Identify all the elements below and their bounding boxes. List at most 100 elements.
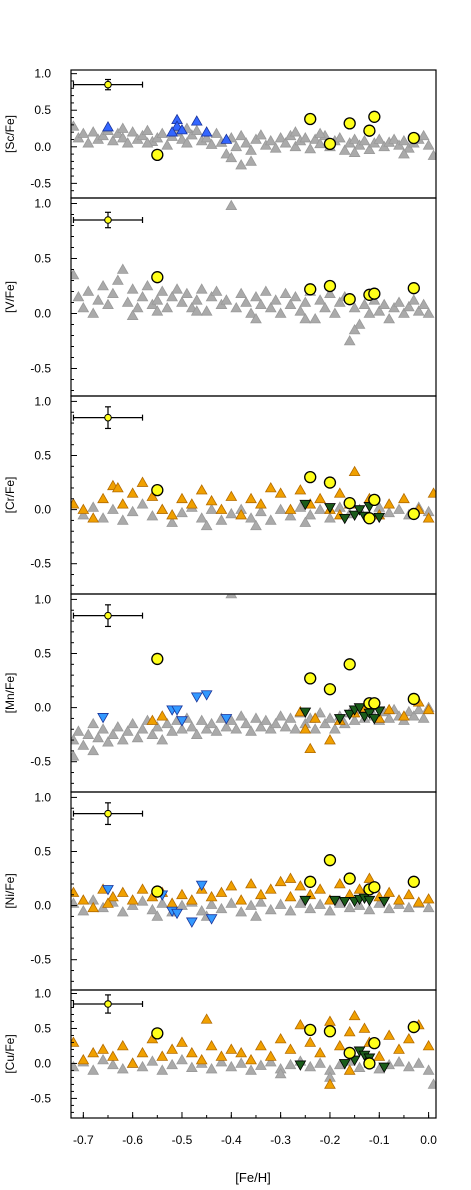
data-point-series-1 <box>190 124 203 136</box>
data-point-series-4 <box>363 1057 376 1070</box>
data-point-series-2 <box>107 890 119 902</box>
data-point-series-1 <box>250 312 262 324</box>
data-point-series-2 <box>185 498 198 509</box>
y-tick-label: 1.0 <box>34 986 51 1000</box>
data-point-series-1 <box>190 728 203 739</box>
data-point-series-1 <box>324 905 336 916</box>
data-point-series-1 <box>156 1064 169 1075</box>
data-point-series-1 <box>200 723 213 734</box>
data-point-series-5 <box>323 683 337 696</box>
data-point-series-3 <box>220 714 233 725</box>
data-point-series-2 <box>126 1057 139 1068</box>
data-point-series-1 <box>373 305 386 316</box>
data-point-series-1 <box>215 1056 228 1067</box>
data-point-series-1 <box>176 899 188 910</box>
data-point-series-2 <box>146 490 159 501</box>
data-point-series-1 <box>215 514 228 525</box>
data-point-series-1 <box>255 505 267 517</box>
data-layer <box>71 110 436 170</box>
data-point-series-1 <box>407 294 420 305</box>
data-point-series-2 <box>166 126 179 137</box>
data-point-series-1 <box>82 728 95 739</box>
data-point-series-1 <box>294 897 307 908</box>
data-point-series-2 <box>166 897 179 908</box>
data-point-series-1 <box>185 1061 198 1072</box>
data-point-series-1 <box>176 133 188 144</box>
data-point-series-1 <box>225 897 238 908</box>
data-point-series-4 <box>299 707 312 718</box>
data-point-series-1 <box>116 263 129 274</box>
y-axis-label: [Mn/Fe] <box>3 673 17 714</box>
data-point-series-1 <box>383 902 396 914</box>
data-point-series-4 <box>151 483 164 497</box>
data-point-series-1 <box>294 501 307 512</box>
data-point-series-1 <box>230 723 243 734</box>
data-point-series-1 <box>116 906 129 917</box>
y-axis-label: [Ni/Fe] <box>3 873 17 908</box>
data-point-series-3 <box>294 1060 307 1071</box>
data-point-series-1 <box>225 151 238 163</box>
data-point-series-3 <box>151 148 164 161</box>
data-point-series-1 <box>235 1057 248 1068</box>
data-point-series-2 <box>343 293 356 306</box>
data-point-series-2 <box>294 880 307 891</box>
data-point-series-1 <box>235 287 248 299</box>
data-point-series-1 <box>427 149 436 160</box>
y-tick-label: 0.0 <box>34 899 51 913</box>
data-point-series-1 <box>166 516 179 527</box>
y-tick-label: 0.5 <box>34 449 51 463</box>
data-point-series-4 <box>407 1020 420 1034</box>
data-point-series-4 <box>304 1023 317 1037</box>
data-point-series-3 <box>324 503 336 514</box>
data-point-series-2 <box>107 1050 119 1061</box>
data-point-series-1 <box>235 159 248 170</box>
y-tick-label: 0.5 <box>34 647 51 661</box>
data-point-series-2 <box>87 512 100 523</box>
data-point-series-1 <box>274 898 287 909</box>
data-point-series-1 <box>264 514 277 525</box>
data-point-series-1 <box>107 503 119 514</box>
data-point-series-1 <box>338 144 351 155</box>
data-point-series-1 <box>77 509 90 520</box>
data-point-series-2 <box>343 888 356 900</box>
data-point-series-2 <box>422 512 435 523</box>
data-point-series-2 <box>348 1009 361 1021</box>
data-point-series-2 <box>77 503 90 514</box>
data-point-series-1 <box>171 283 183 294</box>
data-point-series-1 <box>136 498 149 509</box>
data-point-series-1 <box>87 1064 100 1075</box>
data-point-series-4 <box>333 714 346 725</box>
y-tick-label: -0.5 <box>30 176 51 190</box>
data-point-series-1 <box>235 710 248 721</box>
data-point-series-2 <box>176 123 188 135</box>
data-point-series-1 <box>383 712 396 723</box>
data-point-series-2 <box>146 714 159 725</box>
data-point-series-1 <box>304 142 317 154</box>
data-point-series-3 <box>353 505 366 516</box>
data-point-series-2 <box>333 487 346 498</box>
data-point-series-1 <box>205 1063 218 1074</box>
data-point-series-2 <box>294 484 307 495</box>
data-point-series-1 <box>181 137 193 148</box>
data-point-series-1 <box>146 728 159 739</box>
data-point-series-1 <box>264 134 277 146</box>
data-layer <box>71 465 436 531</box>
data-point-series-1 <box>284 905 297 916</box>
data-point-series-1 <box>220 148 233 159</box>
data-point-series-1 <box>309 133 322 144</box>
data-point-series-2 <box>71 1036 80 1047</box>
data-point-series-4 <box>368 1037 381 1050</box>
y-axis-label: [Cr/Fe] <box>3 477 17 514</box>
data-point-series-2 <box>348 465 361 477</box>
data-point-series-1 <box>393 1056 405 1067</box>
data-point-series-1 <box>87 717 100 729</box>
data-point-series-2 <box>185 894 198 905</box>
data-point-series-2 <box>309 712 322 723</box>
data-point-series-4 <box>378 896 391 908</box>
data-point-series-2 <box>235 894 248 905</box>
data-point-series-1 <box>245 144 257 155</box>
data-point-series-1 <box>131 731 144 743</box>
data-point-series-2 <box>353 883 366 894</box>
data-point-series-1 <box>264 1056 277 1067</box>
data-point-series-2 <box>255 888 267 900</box>
